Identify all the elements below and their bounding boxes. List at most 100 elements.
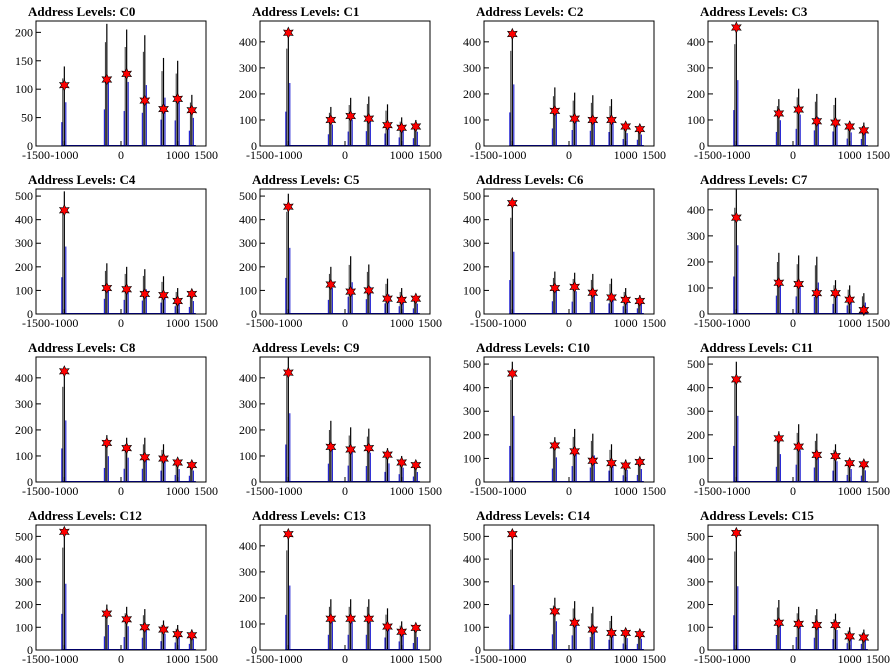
star-marker [730,211,742,224]
chart-svg: 0 100 200 300 400 500 -1500 -1000 0 1000 1500 [463,524,666,666]
x-tick-label: -1500 [22,148,50,162]
chart-svg: 0 100 200 300 400 -1500 -1000 0 1000 1500 [239,20,442,162]
x-tick-label: 1000 [614,652,638,666]
star-marker [186,458,198,472]
y-tick-label: 200 [687,598,705,612]
star-marker [410,621,422,635]
y-tick-label: 500 [15,189,33,203]
chart-title: Address Levels: C10 [476,340,590,355]
y-tick-label: 100 [463,451,481,465]
chart-title: Address Levels: C6 [476,172,584,187]
y-tick-label: 400 [239,213,257,227]
y-tick-label: 0 [699,643,705,657]
x-tick-label: 1500 [866,652,890,666]
star-marker [121,441,133,455]
x-tick-label: -1000 [498,148,526,162]
star-marker [282,200,294,213]
x-tick-label: 0 [790,652,796,666]
y-tick-label: 400 [239,35,257,49]
x-tick-label: 1000 [166,652,190,666]
y-tick-label: 0 [699,475,705,489]
spike-peak [509,361,515,482]
y-tick-label: 100 [687,281,705,295]
star-marker [325,113,337,127]
y-tick-label: 500 [239,189,257,203]
y-tick-label: 0 [475,307,481,321]
star-marker [793,440,805,453]
y-tick-label: 300 [463,61,481,75]
star-marker [620,459,632,472]
star-marker [587,454,599,467]
x-tick-label: 0 [118,484,124,498]
chart-panel: 0 100 200 300 400 500 -1500 -1000 0 1000 1500 Addre… [448,168,672,336]
x-tick-label: 1000 [614,484,638,498]
star-marker [634,294,646,308]
spike-peak [347,599,353,650]
chart-panel: 0 50 100 150 200 -1500 -1000 0 1000 1500 Address L… [0,0,224,168]
star-marker [158,452,169,465]
y-tick-label: 500 [687,357,705,371]
y-tick-label: 300 [463,236,481,250]
star-marker [793,277,805,291]
x-tick-label: 1000 [390,652,414,666]
x-tick-label: 1000 [390,316,414,330]
x-tick-label: 0 [342,148,348,162]
star-marker [858,631,870,644]
star-marker [506,196,518,210]
star-marker [101,607,113,620]
y-tick-label: 300 [15,236,33,250]
x-tick-label: 1000 [838,484,862,498]
spike-peak [188,94,194,146]
y-tick-label: 50 [21,111,33,125]
chart-svg: 0 100 200 300 400 -1500 -1000 0 1000 1500 [687,188,890,330]
star-marker [793,103,805,116]
star-marker [634,627,646,641]
chart-panel: 0 100 200 300 400 500 -1500 -1000 0 1000 1500 Addre… [448,336,672,504]
x-tick-label: -1500 [246,652,274,666]
y-tick-label: 0 [251,475,257,489]
chart-svg: 0 100 200 300 400 -1500 -1000 0 1000 1500 [15,356,218,498]
y-tick-label: 0 [251,307,257,321]
x-tick-label: 1000 [614,316,638,330]
y-tick-label: 300 [15,397,33,411]
spike-peak [365,428,371,482]
spike-peak [285,31,291,146]
x-tick-label: 1000 [166,148,190,162]
x-tick-label: 1000 [614,148,638,162]
star-marker [844,120,856,133]
x-tick-label: -1500 [694,652,722,666]
star-marker [186,103,198,117]
chart-title: Address Levels: C2 [476,4,584,19]
star-marker [410,292,422,305]
y-tick-label: 300 [687,61,705,75]
x-tick-label: -1500 [246,484,274,498]
y-tick-label: 300 [239,565,257,579]
y-tick-label: 500 [463,529,481,543]
star-marker [844,630,856,643]
y-tick-label: 0 [475,475,481,489]
y-tick-label: 200 [687,255,705,269]
x-tick-label: -1000 [498,652,526,666]
x-tick-label: -1000 [50,148,78,162]
star-marker [139,94,151,107]
y-tick-label: 200 [463,87,481,101]
star-marker [382,448,393,461]
spike-peak [285,193,291,314]
y-tick-label: 0 [475,139,481,153]
spike-peak [61,66,67,146]
x-tick-label: 0 [566,148,572,162]
star-marker [186,629,198,642]
spike-peak [103,23,109,146]
y-tick-label: 200 [15,25,33,39]
star-marker [363,112,375,125]
spike-peak [775,99,781,146]
star-marker [773,616,785,629]
star-marker [773,276,785,289]
spike-peak [813,256,819,314]
star-marker [345,612,357,625]
star-marker [606,626,617,640]
y-tick-label: 500 [687,529,705,543]
spike-peak [509,531,515,650]
spike-peak [365,96,371,146]
star-marker [363,612,375,625]
